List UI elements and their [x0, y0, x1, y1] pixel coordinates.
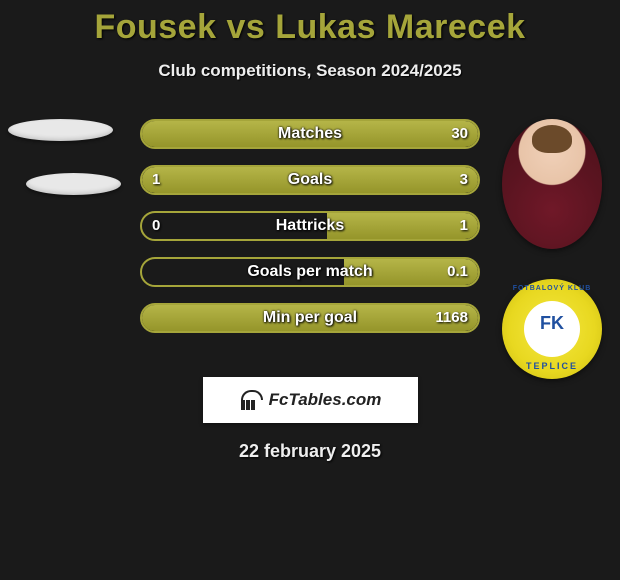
player-left-placeholder-1	[8, 119, 113, 141]
stat-bars: Matches30Goals13Hattricks01Goals per mat…	[140, 119, 480, 349]
stat-label: Goals per match	[142, 259, 478, 285]
crest-bottom-text: TEPLICE	[502, 361, 602, 371]
stat-value-right: 30	[451, 121, 468, 147]
stats-area: FOTBALOVÝ KLUB FK TEPLICE Matches30Goals…	[0, 119, 620, 369]
stat-label: Goals	[142, 167, 478, 193]
player-left-placeholder-2	[26, 173, 121, 195]
infographic-root: Fousek vs Lukas Marecek Club competition…	[0, 0, 620, 462]
player-left-column	[8, 119, 128, 227]
stat-value-right: 1168	[435, 305, 468, 331]
fctables-logo-icon	[239, 388, 263, 412]
stat-value-left: 0	[152, 213, 160, 239]
stat-value-right: 0.1	[447, 259, 468, 285]
stat-label: Hattricks	[142, 213, 478, 239]
stat-row: Matches30	[140, 119, 480, 149]
crest-top-text: FOTBALOVÝ KLUB	[502, 285, 602, 292]
crest-monogram: FK	[502, 313, 602, 334]
stat-value-right: 3	[460, 167, 468, 193]
stat-value-left: 1	[152, 167, 160, 193]
stat-row: Goals1 3	[140, 165, 480, 195]
stat-row: Hattricks0 1	[140, 211, 480, 241]
stat-label: Min per goal	[142, 305, 478, 331]
stat-label: Matches	[142, 121, 478, 147]
player-right-photo	[502, 119, 602, 249]
page-title: Fousek vs Lukas Marecek	[0, 8, 620, 47]
club-crest: FOTBALOVÝ KLUB FK TEPLICE	[502, 279, 602, 379]
brand-box: FcTables.com	[203, 377, 418, 423]
stat-row: Min per goal1168	[140, 303, 480, 333]
stat-row: Goals per match0.1	[140, 257, 480, 287]
player-right-column: FOTBALOVÝ KLUB FK TEPLICE	[502, 119, 612, 379]
stat-value-right: 1	[460, 213, 468, 239]
brand-text: FcTables.com	[269, 390, 382, 410]
subtitle: Club competitions, Season 2024/2025	[0, 61, 620, 81]
date-line: 22 february 2025	[0, 441, 620, 462]
